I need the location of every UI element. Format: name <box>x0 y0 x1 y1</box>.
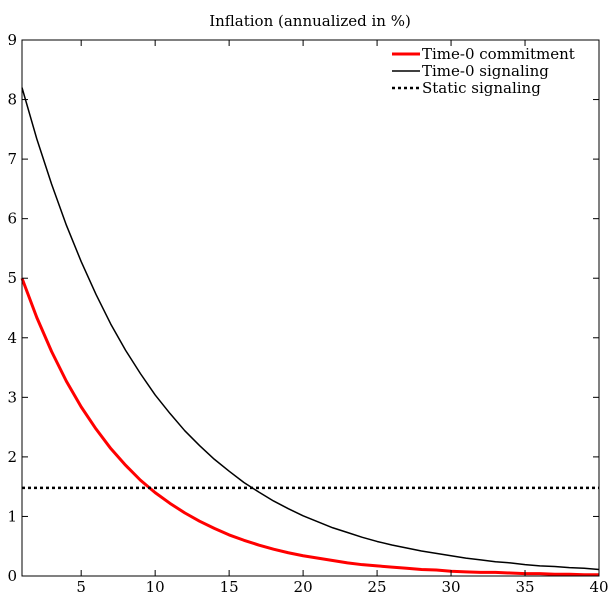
axes: 5 10 15 20 25 30 35 40 0 1 2 3 4 5 6 7 8 9 <box>7 31 608 596</box>
x-tick-label: 35 <box>515 578 534 596</box>
x-tick-label: 30 <box>442 578 461 596</box>
y-tick-label: 8 <box>7 91 17 109</box>
chart-title: Inflation (annualized in %) <box>209 12 411 30</box>
y-tick-label: 2 <box>7 448 17 466</box>
plot-area <box>20 87 600 577</box>
y-tick-label: 7 <box>7 150 17 168</box>
x-tick-label: 10 <box>146 578 165 596</box>
y-tick-label: 0 <box>7 567 17 585</box>
y-tick-label: 3 <box>7 388 17 406</box>
y-tick-label: 6 <box>7 210 17 228</box>
y-tick-label: 5 <box>7 269 17 287</box>
axes-frame <box>21 39 600 577</box>
legend-label-1: Time-0 commitment <box>422 45 575 63</box>
x-tick-label: 40 <box>589 578 608 596</box>
x-tick-label: 15 <box>220 578 239 596</box>
x-tick-label: 25 <box>368 578 387 596</box>
legend-label-3: Static signaling <box>422 79 541 97</box>
x-tick-label: 20 <box>294 578 313 596</box>
series-line-2 <box>21 87 600 571</box>
y-tick-label: 1 <box>7 507 17 525</box>
series-line-1 <box>20 277 599 577</box>
y-tick-label: 4 <box>7 329 17 347</box>
y-tick-label: 9 <box>7 31 17 49</box>
legend-label-2: Time-0 signaling <box>422 62 549 80</box>
x-tick-label: 5 <box>76 578 86 596</box>
